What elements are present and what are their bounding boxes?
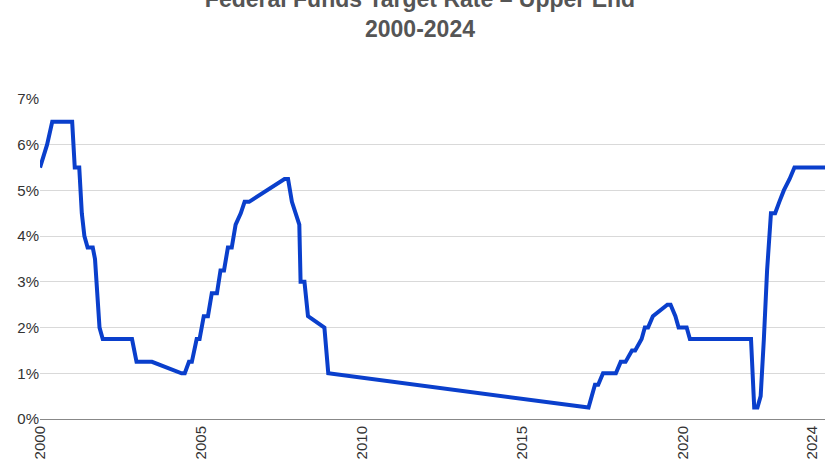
svg-text:6%: 6% bbox=[17, 136, 39, 153]
svg-text:4%: 4% bbox=[17, 227, 39, 244]
svg-text:7%: 7% bbox=[17, 90, 39, 107]
svg-text:Federal Funds Target Rate – Up: Federal Funds Target Rate – Upper End200… bbox=[205, 0, 635, 42]
svg-text:1%: 1% bbox=[17, 365, 39, 382]
svg-text:2024: 2024 bbox=[803, 426, 820, 459]
svg-text:2000: 2000 bbox=[31, 426, 48, 459]
svg-text:2%: 2% bbox=[17, 319, 39, 336]
svg-text:2005: 2005 bbox=[192, 426, 209, 459]
svg-text:2010: 2010 bbox=[353, 426, 370, 459]
svg-text:2015: 2015 bbox=[513, 426, 530, 459]
svg-text:3%: 3% bbox=[17, 273, 39, 290]
svg-text:5%: 5% bbox=[17, 182, 39, 199]
svg-text:2020: 2020 bbox=[674, 426, 691, 459]
svg-text:0%: 0% bbox=[17, 410, 39, 427]
